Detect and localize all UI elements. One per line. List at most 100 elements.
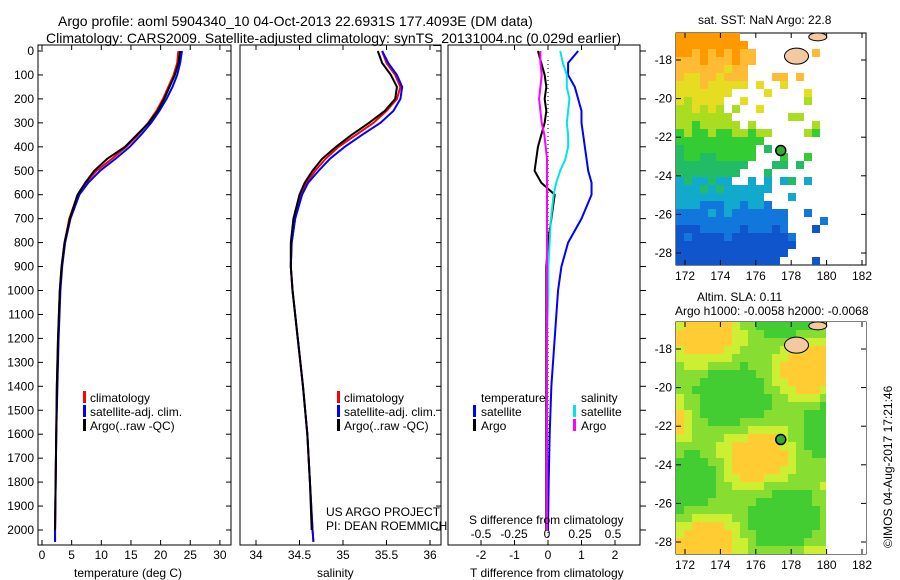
- map-cell: [732, 370, 740, 378]
- map-cell: [780, 530, 788, 538]
- map-cell: [692, 506, 700, 514]
- map-cell: [716, 201, 724, 209]
- map-cell: [780, 410, 788, 418]
- map-cell: [676, 185, 684, 193]
- map-cell: [732, 546, 740, 554]
- map-cell: [724, 530, 732, 538]
- map-cell: [812, 458, 820, 466]
- map-cell: [724, 249, 732, 257]
- map-cell: [708, 474, 716, 482]
- map-cell: [700, 41, 708, 49]
- legend-swatch-satellite: [337, 405, 340, 417]
- map-cell: [756, 514, 764, 522]
- map-cell: [772, 410, 780, 418]
- map-cell: [796, 354, 804, 362]
- map-cell: [772, 370, 780, 378]
- map-cell: [764, 410, 772, 418]
- map-cell: [676, 161, 684, 169]
- map-cell: [756, 249, 764, 257]
- map-cell: [708, 97, 716, 105]
- map-cell: [708, 113, 716, 121]
- lon-tick-label: 178: [781, 269, 801, 283]
- map-cell: [740, 201, 748, 209]
- map-cell: [708, 233, 716, 241]
- map-cell: [804, 394, 812, 402]
- map-cell: [684, 498, 692, 506]
- map-cell: [812, 466, 820, 474]
- map-cell: [772, 522, 780, 530]
- map-cell: [724, 241, 732, 249]
- map-cell: [708, 153, 716, 161]
- map-cell: [692, 57, 700, 65]
- map-cell: [692, 145, 700, 153]
- map-cell: [708, 225, 716, 233]
- map-cell: [716, 153, 724, 161]
- map-cell: [740, 546, 748, 554]
- map-cell: [732, 65, 740, 73]
- map-cell: [740, 153, 748, 161]
- map-cell: [780, 378, 788, 386]
- map-cell: [684, 530, 692, 538]
- map-cell: [700, 466, 708, 474]
- map-cell: [796, 490, 804, 498]
- map-cell: [756, 410, 764, 418]
- map-cell: [812, 474, 820, 482]
- map-cell: [724, 474, 732, 482]
- map-cell: [692, 418, 700, 426]
- map-cell: [740, 193, 748, 201]
- map-cell: [780, 177, 788, 185]
- map-cell: [764, 241, 772, 249]
- map-cell: [788, 442, 796, 450]
- map-cell: [732, 81, 740, 89]
- map-cell: [716, 249, 724, 257]
- map-cell: [732, 233, 740, 241]
- map-cell: [732, 402, 740, 410]
- map-cell: [732, 193, 740, 201]
- map-cell: [692, 458, 700, 466]
- map-cell: [684, 145, 692, 153]
- map-cell: [780, 217, 788, 225]
- map-cell: [780, 546, 788, 554]
- map-cell: [780, 330, 788, 338]
- map-cell: [772, 73, 780, 81]
- credit-text: ©IMOS 04-Aug-2017 17:21:46: [881, 385, 895, 548]
- lat-tick-label: -26: [655, 207, 673, 221]
- map-cell: [708, 41, 716, 49]
- map-cell: [676, 49, 684, 57]
- map-cell: [740, 185, 748, 193]
- map-cell: [764, 450, 772, 458]
- map-cell: [732, 418, 740, 426]
- map-cell: [716, 458, 724, 466]
- map-cell: [804, 378, 812, 386]
- map-cell: [716, 506, 724, 514]
- map-cell: [732, 105, 740, 113]
- map-cell: [676, 57, 684, 65]
- map-cell: [708, 434, 716, 442]
- map-cell: [740, 458, 748, 466]
- map-cell: [732, 41, 740, 49]
- map-cell: [780, 482, 788, 490]
- map-cell: [716, 490, 724, 498]
- map-cell: [748, 402, 756, 410]
- map-cell: [740, 362, 748, 370]
- map-cell: [708, 426, 716, 434]
- lon-tick-label: 180: [817, 558, 837, 572]
- map-cell: [724, 418, 732, 426]
- map-cell: [788, 426, 796, 434]
- map-cell: [684, 522, 692, 530]
- map-cell: [692, 322, 700, 330]
- map-cell: [804, 522, 812, 530]
- lon-tick-label: 182: [852, 269, 872, 283]
- map-cell: [740, 530, 748, 538]
- map-cell: [780, 450, 788, 458]
- map-cell: [812, 330, 820, 338]
- map-cell: [748, 129, 756, 137]
- map-cell: [716, 394, 724, 402]
- map-cell: [780, 362, 788, 370]
- map-cell: [716, 330, 724, 338]
- map-cell: [740, 498, 748, 506]
- map-cell: [748, 185, 756, 193]
- map-cell: [756, 209, 764, 217]
- x-tick-label: 34: [249, 548, 263, 562]
- map-cell: [732, 354, 740, 362]
